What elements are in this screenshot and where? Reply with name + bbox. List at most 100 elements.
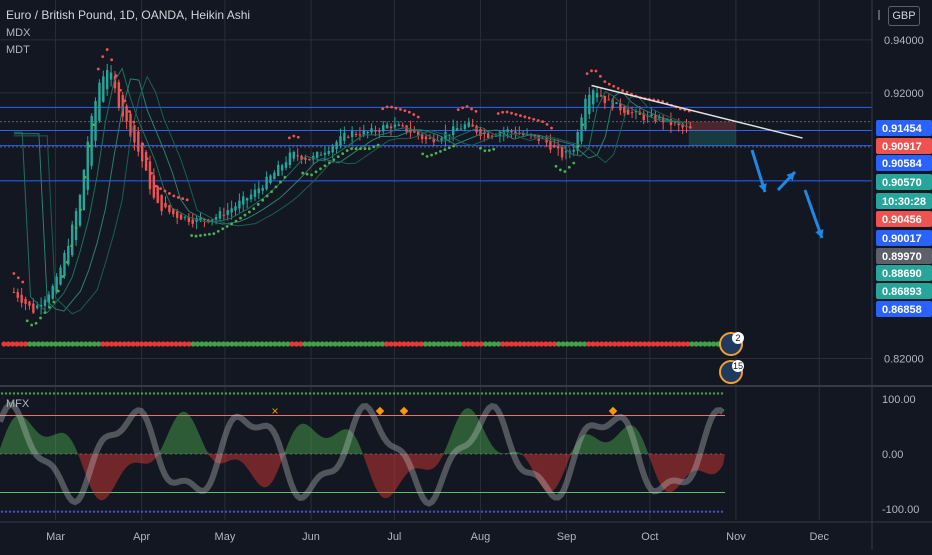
osc-bottom-dot — [0, 510, 4, 513]
osc-bottom-dot — [444, 510, 448, 513]
trend-status-dot — [139, 341, 145, 347]
trend-status-dot — [680, 341, 687, 347]
trend-status-dot — [457, 341, 463, 347]
sar-dot — [154, 184, 158, 188]
price-label-box[interactable] — [876, 265, 932, 281]
osc-top-dot — [224, 392, 228, 395]
candle-body — [67, 245, 70, 265]
indicator-mfx-label[interactable]: MFX — [6, 398, 30, 410]
osc-diamond-marker — [375, 406, 385, 416]
candle-body — [191, 219, 194, 224]
trend-status-dot — [108, 341, 115, 347]
trend-status-dot — [452, 341, 459, 347]
sar-dot — [545, 123, 549, 126]
osc-bottom-dot — [72, 510, 76, 513]
sar-dot — [403, 109, 407, 113]
indicator-mdt-label[interactable]: MDT — [6, 44, 30, 56]
trend-status-dot — [526, 341, 532, 347]
osc-top-dot — [52, 392, 56, 395]
sar-dot — [519, 114, 522, 118]
sar-dot — [132, 120, 136, 124]
osc-top-dot — [152, 392, 156, 395]
trend-line[interactable] — [591, 84, 803, 139]
take-profit-zone[interactable] — [688, 130, 736, 146]
sar-dot — [221, 227, 225, 231]
candle-body — [183, 216, 187, 218]
osc-bottom-dot — [340, 510, 344, 513]
osc-bottom-dot — [140, 510, 144, 513]
sar-dot — [43, 311, 47, 315]
osc-bottom-dot — [500, 510, 504, 513]
sar-dot — [190, 234, 194, 237]
price-label-box[interactable] — [876, 174, 932, 190]
sar-dot — [163, 189, 167, 193]
osc-top-dot — [400, 392, 404, 395]
osc-bottom-dot — [76, 510, 80, 513]
osc-bottom-dot — [276, 510, 280, 513]
price-label-box[interactable] — [876, 193, 932, 209]
price-label-box[interactable] — [876, 211, 932, 227]
candle-body — [487, 133, 490, 139]
candle-body — [607, 99, 610, 101]
indicator-mdx-label[interactable]: MDX — [6, 27, 31, 39]
osc-top-dot — [416, 392, 420, 395]
sar-dot — [48, 305, 51, 309]
price-label-box[interactable] — [876, 283, 932, 299]
osc-top-dot — [536, 392, 540, 395]
trend-status-dot — [332, 341, 338, 347]
osc-top-dot — [112, 392, 116, 395]
sar-dot — [101, 55, 105, 59]
candle-body — [506, 129, 509, 133]
osc-top-dot — [620, 392, 624, 395]
candle-body — [448, 134, 451, 136]
sar-dot — [74, 226, 78, 230]
forecast-arrow-up[interactable] — [776, 170, 797, 192]
osc-bottom-dot — [4, 510, 8, 513]
settings-icon[interactable] — [878, 10, 884, 20]
trend-status-dot — [306, 341, 312, 347]
forecast-arrow-down-1[interactable] — [750, 149, 767, 193]
price-label-box[interactable] — [876, 248, 932, 264]
sar-dot — [336, 155, 340, 159]
stop-loss-zone[interactable] — [688, 121, 736, 131]
osc-top-dot — [708, 392, 712, 395]
sar-dot — [70, 244, 74, 248]
sar-dot — [12, 272, 16, 275]
osc-bottom-dot — [672, 510, 676, 513]
price-label-box[interactable] — [876, 138, 932, 154]
osc-bottom-dot — [136, 510, 140, 513]
sar-dot — [599, 74, 602, 78]
osc-bottom-dot — [268, 510, 272, 513]
osc-bottom-dot — [688, 510, 692, 513]
currency-selector[interactable]: GBP — [888, 6, 920, 26]
osc-bottom-dot — [328, 510, 332, 513]
osc-top-dot — [488, 392, 492, 395]
forecast-arrow-down-2[interactable] — [803, 189, 824, 239]
sar-dot — [323, 164, 327, 168]
price-label-box[interactable] — [876, 230, 932, 246]
candle-body — [467, 122, 470, 127]
candle-body — [389, 126, 393, 129]
osc-bottom-dot — [704, 510, 708, 513]
sar-dot — [216, 229, 220, 233]
trend-status-dot — [164, 341, 170, 347]
x-tick-label: May — [215, 531, 236, 543]
trend-status-dot — [491, 341, 497, 347]
price-label-box[interactable] — [876, 120, 932, 136]
trend-status-dot — [237, 341, 244, 347]
osc-top-dot — [180, 392, 184, 395]
osc-bottom-dot — [20, 510, 24, 513]
sar-dot — [92, 123, 96, 127]
trend-status-dot — [577, 341, 583, 347]
osc-top-dot — [364, 392, 368, 395]
trend-status-dot — [268, 341, 274, 347]
osc-bottom-dot — [628, 510, 632, 513]
osc-bottom-dot — [464, 510, 468, 513]
price-label-box[interactable] — [876, 301, 932, 317]
price-label-box[interactable] — [876, 155, 932, 171]
osc-bottom-dot — [404, 510, 408, 513]
candle-body — [681, 123, 684, 128]
osc-top-dot — [28, 392, 32, 395]
